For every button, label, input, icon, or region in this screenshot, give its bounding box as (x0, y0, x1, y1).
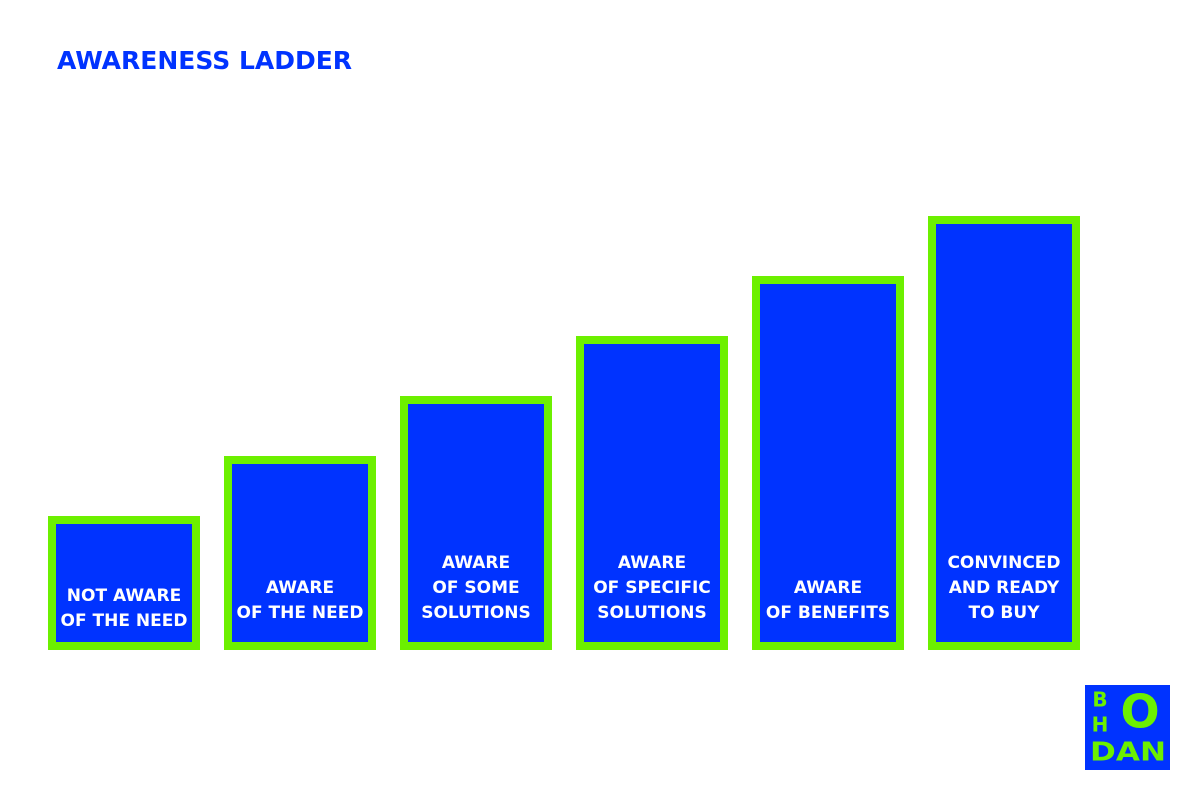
logo-letter: O (1120, 685, 1159, 739)
step-box (408, 404, 544, 642)
steps: NOT AWARE OF THE NEED AWARE OF THE NEED AWAR… (48, 216, 1080, 650)
step-label: AWARE (618, 553, 686, 573)
logo-background (1085, 685, 1170, 770)
step-label: AWARE (794, 578, 862, 598)
logo: B H O DAN (1085, 685, 1170, 770)
step-label: SOLUTIONS (597, 603, 707, 623)
logo-letter: B (1092, 688, 1107, 712)
step-label: NOT AWARE (67, 586, 181, 606)
step-label: TO BUY (968, 603, 1040, 623)
logo-letter: H (1092, 713, 1109, 737)
step-label: OF SPECIFIC (593, 578, 711, 598)
step-label: AWARE (266, 578, 334, 598)
step-label: AWARE (442, 553, 510, 573)
step-box (760, 284, 896, 642)
step-box (936, 224, 1072, 642)
step-box (584, 344, 720, 642)
step-label: OF BENEFITS (766, 603, 890, 623)
step-box (56, 524, 192, 642)
step-label: CONVINCED (947, 553, 1060, 573)
step-label: OF THE NEED (61, 611, 188, 631)
logo-letter: DAN (1090, 738, 1166, 768)
step-label: SOLUTIONS (421, 603, 531, 623)
step-box (232, 464, 368, 642)
step-label: OF SOME (432, 578, 519, 598)
title: AWARENESS LADDER (57, 46, 352, 75)
step-label: AND READY (949, 578, 1060, 598)
step-label: OF THE NEED (237, 603, 364, 623)
